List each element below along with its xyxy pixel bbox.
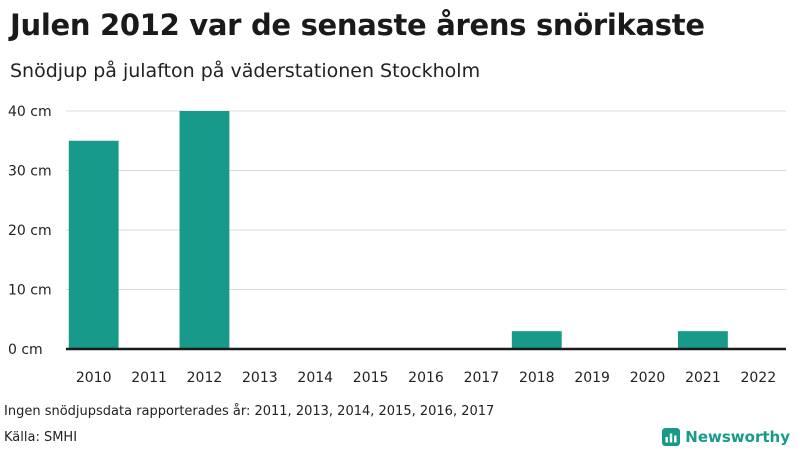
y-tick-label: 40 cm bbox=[8, 104, 52, 120]
x-tick-label: 2020 bbox=[630, 370, 666, 386]
x-tick-label: 2018 bbox=[519, 370, 555, 386]
x-tick-label: 2015 bbox=[353, 370, 389, 386]
y-tick-label: 30 cm bbox=[8, 164, 52, 180]
x-tick-label: 2021 bbox=[685, 370, 721, 386]
brand-name: Newsworthy bbox=[685, 428, 790, 446]
x-tick-label: 2014 bbox=[297, 370, 333, 386]
x-tick-label: 2016 bbox=[408, 370, 444, 386]
bar-chart: 0 cm 10 cm 20 cm 30 cm 40 cm 2010 2011 2012 2013… bbox=[8, 104, 786, 386]
x-tick-label: 2022 bbox=[740, 370, 776, 386]
bar-2012[interactable] bbox=[179, 111, 230, 349]
chart-subtitle: Snödjup på julafton på väderstationen St… bbox=[10, 60, 481, 82]
bar-2018[interactable] bbox=[511, 331, 562, 349]
x-tick-label: 2019 bbox=[574, 370, 610, 386]
y-tick-label: 0 cm bbox=[8, 342, 43, 358]
bar-2021[interactable] bbox=[678, 331, 728, 349]
y-tick-label: 20 cm bbox=[8, 223, 52, 239]
newsworthy-brand[interactable]: Newsworthy bbox=[662, 428, 790, 446]
missing-data-note: Ingen snödjupsdata rapporterades år: 201… bbox=[4, 404, 495, 419]
y-tick-label: 10 cm bbox=[8, 283, 52, 299]
bar-2010[interactable] bbox=[68, 140, 119, 349]
x-tick-label: 2010 bbox=[76, 370, 112, 386]
x-tick-label: 2011 bbox=[131, 370, 167, 386]
x-tick-label: 2013 bbox=[242, 370, 278, 386]
chart-title: Julen 2012 var de senaste årens snörikas… bbox=[10, 8, 705, 42]
source-label: Källa: SMHI bbox=[4, 430, 78, 445]
newsworthy-logo-icon bbox=[662, 428, 681, 446]
x-tick-label: 2012 bbox=[187, 370, 223, 386]
x-tick-label: 2017 bbox=[464, 370, 500, 386]
